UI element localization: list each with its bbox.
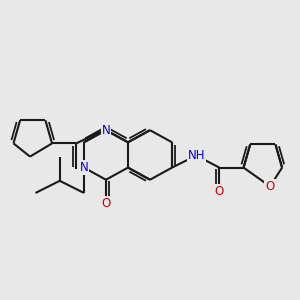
Text: O: O	[215, 185, 224, 198]
Text: N: N	[102, 124, 110, 137]
Text: O: O	[101, 197, 111, 210]
Text: O: O	[266, 180, 274, 193]
Text: N: N	[80, 161, 88, 174]
Text: NH: NH	[188, 149, 205, 162]
